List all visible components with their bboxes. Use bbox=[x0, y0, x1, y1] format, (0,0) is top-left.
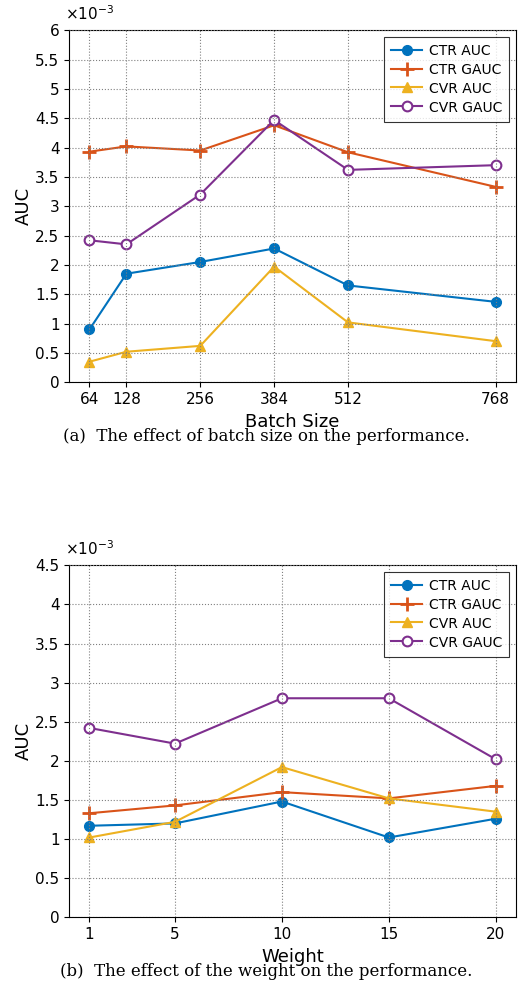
CVR GAUC bbox=[197, 188, 203, 201]
Line: CVR AUC: CVR AUC bbox=[85, 262, 501, 367]
CVR AUC bbox=[493, 335, 499, 347]
CVR AUC bbox=[279, 761, 285, 773]
Text: $\times10^{-3}$: $\times10^{-3}$ bbox=[65, 4, 114, 23]
X-axis label: Batch Size: Batch Size bbox=[245, 412, 340, 430]
CVR AUC bbox=[123, 346, 130, 358]
CVR AUC bbox=[197, 340, 203, 352]
CTR AUC bbox=[172, 817, 178, 830]
CTR GAUC bbox=[86, 807, 93, 820]
CVR AUC bbox=[86, 356, 93, 368]
CTR AUC bbox=[493, 812, 499, 825]
CTR GAUC bbox=[386, 792, 392, 804]
Line: CTR AUC: CTR AUC bbox=[85, 244, 501, 335]
CVR AUC bbox=[172, 815, 178, 828]
CTR GAUC bbox=[493, 180, 499, 193]
CTR AUC bbox=[386, 832, 392, 844]
CTR GAUC bbox=[86, 145, 93, 157]
Line: CTR GAUC: CTR GAUC bbox=[82, 118, 503, 194]
CVR GAUC bbox=[86, 234, 93, 246]
CTR AUC bbox=[86, 324, 93, 336]
Y-axis label: AUC: AUC bbox=[14, 722, 32, 760]
CVR GAUC bbox=[123, 238, 130, 250]
CTR AUC bbox=[123, 268, 130, 280]
Text: (a)  The effect of batch size on the performance.: (a) The effect of batch size on the perf… bbox=[63, 427, 469, 445]
CVR GAUC bbox=[345, 164, 351, 176]
CVR GAUC bbox=[279, 692, 285, 705]
CVR GAUC bbox=[172, 738, 178, 750]
CVR GAUC bbox=[386, 692, 392, 705]
CTR GAUC bbox=[172, 799, 178, 811]
Line: CTR AUC: CTR AUC bbox=[85, 796, 501, 843]
CVR GAUC bbox=[86, 722, 93, 734]
Y-axis label: AUC: AUC bbox=[14, 187, 32, 226]
Line: CVR GAUC: CVR GAUC bbox=[85, 694, 501, 764]
Text: (b)  The effect of the weight on the performance.: (b) The effect of the weight on the perf… bbox=[60, 963, 472, 980]
Line: CTR GAUC: CTR GAUC bbox=[82, 779, 503, 821]
Line: CVR GAUC: CVR GAUC bbox=[85, 115, 501, 249]
CVR AUC bbox=[493, 805, 499, 817]
Line: CVR AUC: CVR AUC bbox=[85, 762, 501, 843]
CTR AUC bbox=[271, 243, 277, 255]
CVR GAUC bbox=[271, 114, 277, 126]
X-axis label: Weight: Weight bbox=[261, 948, 324, 966]
CTR GAUC bbox=[123, 140, 130, 152]
CTR AUC bbox=[86, 820, 93, 832]
CVR AUC bbox=[86, 832, 93, 844]
CTR GAUC bbox=[271, 119, 277, 131]
CVR GAUC bbox=[493, 753, 499, 765]
CVR GAUC bbox=[493, 159, 499, 171]
CTR GAUC bbox=[345, 146, 351, 158]
CTR GAUC bbox=[493, 780, 499, 792]
CTR AUC bbox=[197, 256, 203, 268]
CTR GAUC bbox=[279, 786, 285, 798]
CVR AUC bbox=[271, 261, 277, 273]
Text: $\times10^{-3}$: $\times10^{-3}$ bbox=[65, 539, 114, 558]
CTR AUC bbox=[493, 295, 499, 307]
Legend: CTR AUC, CTR GAUC, CVR AUC, CVR GAUC: CTR AUC, CTR GAUC, CVR AUC, CVR GAUC bbox=[384, 37, 509, 122]
CVR AUC bbox=[386, 792, 392, 804]
CTR AUC bbox=[345, 279, 351, 291]
CTR GAUC bbox=[197, 144, 203, 156]
CVR AUC bbox=[345, 317, 351, 329]
Legend: CTR AUC, CTR GAUC, CVR AUC, CVR GAUC: CTR AUC, CTR GAUC, CVR AUC, CVR GAUC bbox=[384, 573, 509, 656]
CTR AUC bbox=[279, 795, 285, 807]
